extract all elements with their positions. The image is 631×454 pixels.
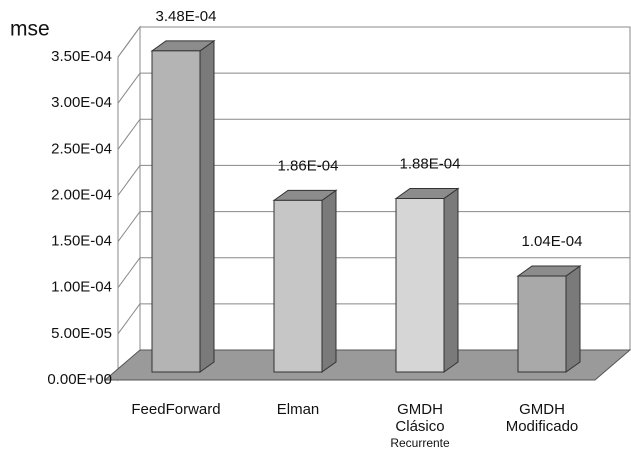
y-axis-title: mse (10, 18, 50, 41)
y-tick-label: 1.50E-04 (51, 233, 112, 250)
y-tick-label: 2.50E-04 (51, 140, 112, 157)
x-tick-line: Clásico (395, 418, 444, 435)
x-tick-line: Modificado (506, 418, 579, 435)
x-tick-line: FeedForward (131, 401, 220, 418)
x-tick-label: Elman (277, 401, 320, 418)
bar-side (565, 265, 581, 373)
x-tick-line: Elman (277, 401, 320, 418)
y-tick-label: 0.00E+00 (47, 371, 112, 388)
bar-side (443, 187, 459, 373)
x-tick-label: GMDH Clásico Recurrente (390, 401, 450, 450)
grid-line (117, 211, 141, 242)
value-label: 1.86E-04 (278, 157, 339, 174)
floor (103, 349, 631, 381)
value-label: 3.48E-04 (156, 8, 217, 25)
grid-line (117, 26, 141, 58)
value-label: 1.04E-04 (522, 233, 583, 250)
bar (151, 50, 201, 373)
y-tick-label: 3.00E-04 (51, 94, 112, 111)
bar-side (199, 39, 215, 373)
x-tick-line: Recurrente (390, 436, 450, 450)
value-label: 1.88E-04 (400, 155, 461, 172)
y-tick-label: 3.50E-04 (51, 48, 112, 65)
y-tick-label: 5.00E-05 (51, 325, 112, 342)
x-tick-label: FeedForward (131, 401, 220, 418)
grid-line (117, 303, 141, 335)
y-tick-label: 2.00E-04 (51, 186, 112, 203)
x-tick-line: GMDH (519, 401, 565, 418)
y-tick-label: 1.00E-04 (51, 279, 112, 296)
bar-side (321, 189, 337, 373)
bar (273, 199, 323, 373)
x-tick-label: GMDH Modificado (506, 401, 579, 435)
bar (395, 198, 445, 373)
grid-line (117, 165, 141, 196)
grid-line (117, 118, 141, 150)
left-wall (117, 25, 141, 382)
grid-line (117, 72, 141, 104)
x-tick-line: GMDH (397, 401, 443, 418)
grid-line (117, 257, 141, 289)
bar (517, 275, 567, 373)
